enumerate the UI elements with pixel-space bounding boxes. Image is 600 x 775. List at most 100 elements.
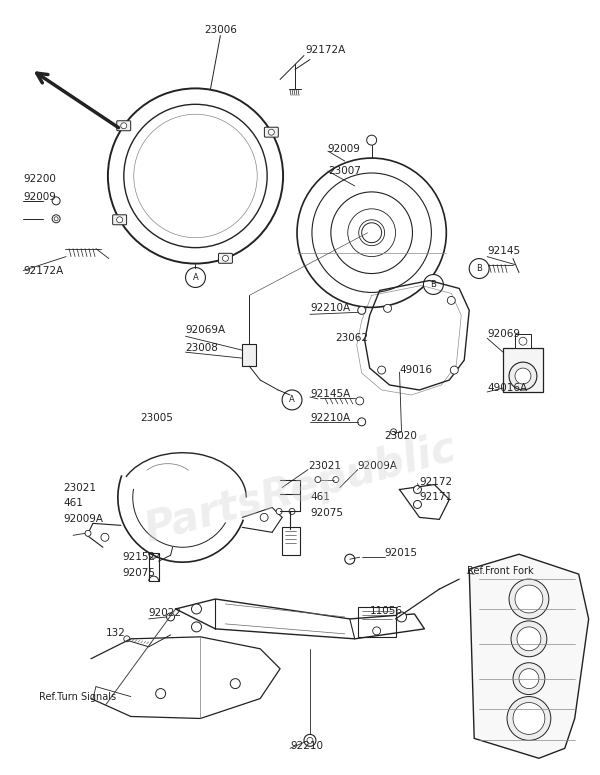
Circle shape [373,627,380,635]
Circle shape [307,737,313,743]
Circle shape [333,477,339,483]
Circle shape [155,689,166,698]
Circle shape [260,513,268,522]
Circle shape [52,197,60,205]
Text: A: A [193,273,199,282]
Circle shape [451,366,458,374]
Text: 92015: 92015 [385,548,418,558]
Circle shape [121,122,127,129]
Text: 11056: 11056 [370,606,403,616]
Text: 92145A: 92145A [310,389,350,399]
Text: B: B [476,264,482,273]
Text: Ref.Front Fork: Ref.Front Fork [467,567,534,576]
Text: 92069A: 92069A [185,326,226,336]
Text: 461: 461 [310,492,330,502]
Circle shape [517,627,541,651]
Text: 92210: 92210 [290,742,323,751]
Polygon shape [469,554,589,758]
Text: 49016A: 49016A [487,383,527,393]
Circle shape [276,508,282,515]
Circle shape [413,501,421,508]
Circle shape [519,669,539,689]
Text: 92172A: 92172A [23,266,64,276]
Text: 23021: 23021 [308,460,341,470]
Circle shape [167,613,175,621]
Circle shape [515,368,531,384]
Circle shape [383,305,392,312]
Text: 92075: 92075 [310,508,343,518]
Text: 92069: 92069 [487,329,520,339]
Circle shape [52,215,60,222]
Text: 23062: 23062 [335,333,368,343]
Circle shape [54,217,58,221]
FancyBboxPatch shape [218,253,232,264]
Circle shape [85,530,91,536]
Circle shape [391,429,397,435]
Text: 49016: 49016 [400,365,433,375]
Circle shape [282,390,302,410]
FancyBboxPatch shape [265,127,278,137]
Text: 23006: 23006 [204,25,237,35]
Circle shape [191,622,202,632]
FancyBboxPatch shape [117,121,131,131]
Text: 23021: 23021 [63,483,96,493]
Circle shape [362,222,382,243]
Circle shape [289,508,295,515]
Text: 132: 132 [106,628,126,638]
Circle shape [424,274,443,294]
Text: 92171: 92171 [419,492,452,502]
Text: 92200: 92200 [23,174,56,184]
Text: 92009: 92009 [23,192,56,202]
Circle shape [413,486,421,494]
Circle shape [116,217,122,222]
Circle shape [513,702,545,735]
Circle shape [515,585,543,613]
Circle shape [377,366,386,374]
Circle shape [507,697,551,740]
Text: B: B [430,280,436,289]
Bar [515,334,531,348]
Circle shape [511,621,547,656]
Bar [242,344,256,366]
Text: 92022: 92022 [149,608,182,618]
Text: 461: 461 [63,498,83,508]
Text: 92210A: 92210A [310,413,350,423]
Circle shape [356,397,364,405]
Text: 92009A: 92009A [63,515,103,525]
Circle shape [185,267,205,288]
Text: 92152: 92152 [123,553,156,562]
Circle shape [124,636,130,642]
Bar [503,348,543,392]
Circle shape [223,255,229,261]
Bar [358,607,395,637]
Circle shape [519,337,527,345]
Text: PartsRepublic: PartsRepublic [139,428,461,552]
Text: 23007: 23007 [328,166,361,176]
Text: 92172A: 92172A [305,45,345,54]
Circle shape [509,579,549,619]
Circle shape [230,679,240,689]
Text: 92009: 92009 [328,144,361,154]
Text: 92145: 92145 [487,246,520,256]
Circle shape [397,612,407,622]
Circle shape [358,418,365,425]
Circle shape [304,735,316,746]
Bar [282,527,300,555]
Text: 92009A: 92009A [358,460,398,470]
Circle shape [358,306,365,315]
Text: A: A [289,395,295,405]
Text: 23020: 23020 [385,431,418,441]
Circle shape [513,663,545,694]
Circle shape [191,604,202,614]
Text: 92075: 92075 [123,568,156,578]
Circle shape [509,362,537,390]
Circle shape [448,296,455,305]
Text: 23008: 23008 [185,343,218,353]
Circle shape [101,533,109,541]
Text: 92172: 92172 [419,477,452,487]
Circle shape [268,129,274,135]
Circle shape [469,259,489,278]
Circle shape [345,554,355,564]
FancyBboxPatch shape [113,215,127,225]
Text: 23005: 23005 [141,413,173,423]
